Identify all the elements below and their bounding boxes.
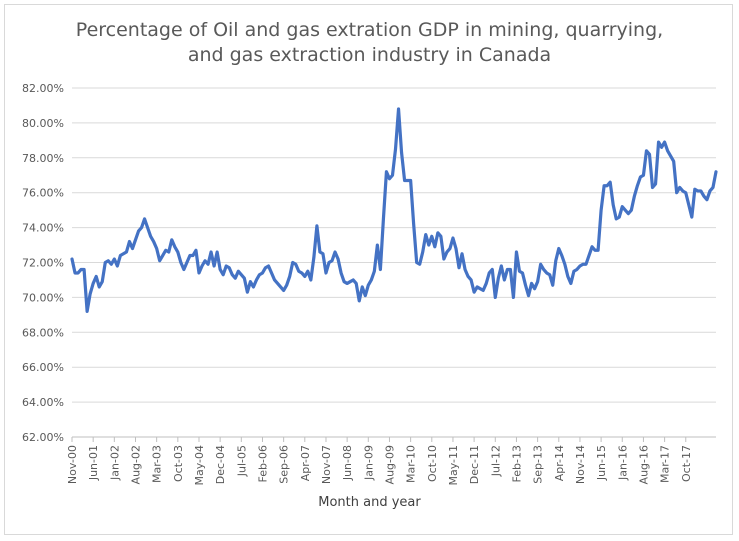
x-tick-label: Feb-06 — [256, 445, 269, 482]
x-tick-label: Mar-03 — [151, 445, 164, 483]
y-tick-label: 74.00% — [22, 222, 64, 235]
y-tick-label: 80.00% — [22, 117, 64, 130]
x-tick-label: Oct-17 — [680, 445, 693, 482]
x-tick-label: Sep-06 — [278, 445, 291, 484]
y-tick-label: 64.00% — [22, 396, 64, 409]
x-tick-label: Aug-16 — [637, 445, 650, 484]
chart-title-line-2: and gas extraction industry in Canada — [187, 44, 552, 66]
x-tick-label: Feb-13 — [510, 445, 523, 482]
x-tick-label: Apr-07 — [299, 445, 312, 481]
x-tick-label: Jan-09 — [362, 445, 375, 481]
series-oil-gas-share — [70, 107, 718, 313]
x-tick-label: Jun-01 — [87, 445, 100, 481]
y-tick-label: 66.00% — [22, 361, 64, 374]
y-tick-label: 76.00% — [22, 187, 64, 200]
x-tick-label: May-04 — [193, 445, 206, 486]
x-tick-label: Nov-07 — [320, 445, 333, 484]
y-axis-ticks: 62.00% 64.00% 66.00% 68.00% 70.00% 72.00% 74.0… — [22, 82, 64, 444]
x-tick-label: Aug-09 — [383, 445, 396, 484]
chart-title: Percentage of Oil and gas extration GDP … — [0, 18, 739, 68]
x-tick-label: Sep-13 — [532, 445, 545, 484]
y-tick-label: 70.00% — [22, 291, 64, 304]
series-line — [70, 107, 718, 313]
x-tick-label: Jan-16 — [616, 445, 629, 481]
chart-frame — [4, 4, 733, 535]
gridlines — [72, 87, 716, 403]
y-tick-label: 72.00% — [22, 257, 64, 270]
x-tick-label: Aug-02 — [129, 445, 142, 484]
x-tick-label: Jul-05 — [235, 445, 248, 477]
chart-title-line-1: Percentage of Oil and gas extration GDP … — [75, 19, 664, 41]
x-axis-label: Month and year — [318, 495, 421, 510]
x-tick-label: Apr-14 — [553, 445, 566, 481]
x-tick-label: Jan-02 — [108, 445, 121, 481]
x-tick-label: Jun-08 — [341, 445, 354, 481]
x-tick-label: Nov-14 — [574, 445, 587, 484]
x-tick-label: May-11 — [447, 445, 460, 486]
x-tick-label: Jun-15 — [595, 445, 608, 481]
x-tick-label: Dec-04 — [214, 445, 227, 484]
y-tick-label: 68.00% — [22, 326, 64, 339]
x-tick-label: Mar-10 — [405, 445, 418, 483]
x-tick-label: Mar-17 — [659, 445, 672, 483]
y-tick-label: 82.00% — [22, 82, 64, 95]
y-tick-label: 78.00% — [22, 152, 64, 165]
x-tick-label: Dec-11 — [468, 445, 481, 484]
x-tick-label: Oct-03 — [172, 445, 185, 482]
x-tick-label: Jul-12 — [489, 445, 502, 477]
x-tick-label: Oct-10 — [426, 445, 439, 482]
x-tick-label: Nov-00 — [66, 445, 79, 484]
y-tick-label: 62.00% — [22, 431, 64, 444]
x-axis-ticks: Nov-00 Jun-01 Jan-02 Aug-02 Mar-03 Oct-03 May-… — [66, 437, 693, 486]
